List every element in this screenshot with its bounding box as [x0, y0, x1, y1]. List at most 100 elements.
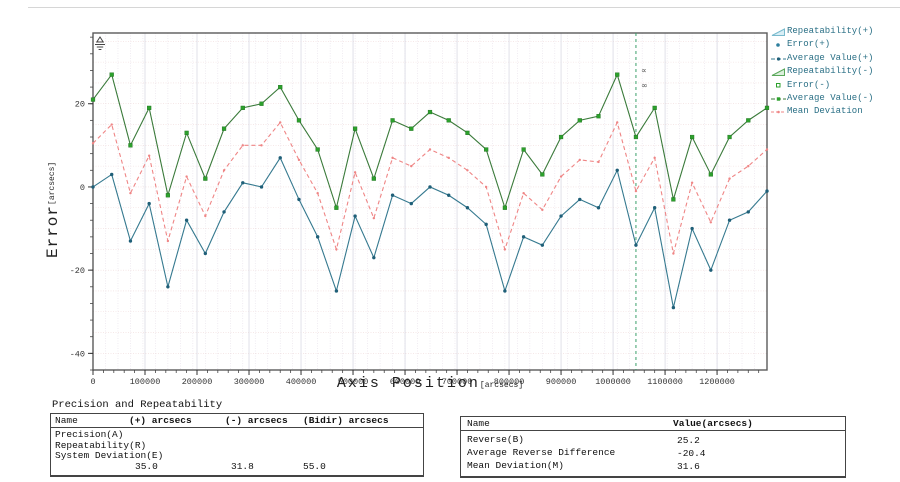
system-deviation-bidir-value: 55.0 — [303, 461, 326, 472]
data-point-marker — [747, 164, 750, 168]
data-point-marker — [128, 143, 133, 148]
data-point-marker — [410, 164, 413, 168]
ground-symbol-icon — [95, 36, 105, 50]
system-deviation-minus-value: 31.8 — [231, 461, 254, 472]
data-point-marker — [409, 201, 413, 206]
data-point-marker — [335, 248, 338, 251]
y-axis-label-text: Error — [44, 205, 62, 259]
legend-label: Repeatability(+) — [787, 26, 874, 36]
series-line — [92, 156, 768, 308]
data-point-marker — [540, 172, 545, 177]
data-point-marker — [296, 118, 302, 123]
precision-table-title: Precision and Repeatability — [52, 399, 223, 411]
data-point-marker — [184, 130, 189, 135]
data-point-marker — [447, 193, 451, 197]
data-point-marker — [615, 168, 619, 172]
x-axis-label: Axis Position[arcsecs] — [93, 374, 767, 392]
data-point-marker — [166, 285, 170, 289]
data-point-marker — [503, 248, 507, 251]
row-label-repeatability: Repeatability(R) — [55, 439, 147, 451]
data-point-marker — [559, 214, 563, 218]
data-point-marker — [634, 189, 638, 193]
data-point-marker — [521, 147, 526, 152]
data-point-marker — [91, 185, 95, 189]
x-tick-label: 1000000 — [595, 377, 631, 387]
row-label-system-deviation: System Deviation(E) — [55, 450, 164, 461]
data-point-marker — [90, 97, 96, 102]
data-point-marker — [428, 185, 432, 189]
data-point-marker — [558, 134, 564, 140]
data-point-marker — [221, 126, 227, 131]
data-point-marker — [728, 177, 731, 180]
reverse-value: 25.2 — [677, 435, 700, 446]
data-point-marker — [466, 169, 469, 172]
data-point-marker — [165, 193, 170, 198]
data-point-marker — [708, 172, 713, 177]
data-point-marker — [185, 175, 188, 178]
data-point-marker — [279, 121, 282, 124]
chart-area: 0 100000 200000 300000 400000 500000 600000 700… — [44, 26, 874, 392]
data-point-marker — [390, 193, 395, 197]
data-point-marker — [315, 235, 320, 239]
legend-label: Average Value(-) — [787, 93, 874, 104]
col-header-minus: (-) arcsecs — [225, 415, 288, 426]
data-point-marker — [652, 206, 657, 210]
data-point-marker — [465, 206, 470, 210]
data-point-marker — [502, 205, 507, 210]
x-tick-label: 1200000 — [699, 377, 735, 387]
precision-table-header: Name (+) arcsecs (-) arcsecs (Bidir) arc… — [51, 414, 423, 428]
series-mean-deviation — [91, 120, 769, 255]
legend-label: Error(-) — [787, 79, 831, 90]
data-point-marker — [746, 210, 750, 214]
x-tick-label: 400000 — [286, 377, 317, 387]
mean-deviation-icon — [770, 107, 787, 117]
data-point-marker — [746, 118, 751, 123]
data-point-marker — [577, 118, 582, 123]
y-tick-label: -40 — [70, 349, 85, 359]
data-point-marker — [690, 181, 694, 184]
legend-item: Mean Deviation — [770, 105, 873, 118]
data-point-marker — [109, 72, 114, 77]
x-tick-label: 800000 — [494, 377, 525, 387]
data-point-marker — [503, 289, 507, 293]
data-point-marker — [578, 158, 581, 162]
data-point-marker — [540, 243, 545, 247]
data-point-marker — [409, 126, 414, 131]
data-point-marker — [240, 105, 245, 110]
data-point-marker — [596, 206, 601, 210]
data-point-marker — [427, 109, 433, 115]
x-axis-unit: [arcsecs] — [479, 381, 524, 390]
data-point-marker — [764, 105, 770, 110]
reversal-marker-label: ∞ — [641, 81, 648, 90]
data-point-marker — [203, 176, 208, 181]
data-point-marker — [484, 185, 488, 189]
data-point-marker — [166, 239, 170, 243]
data-point-marker — [147, 105, 152, 110]
data-point-marker — [653, 156, 656, 160]
data-point-marker — [633, 134, 639, 140]
data-point-marker — [596, 114, 601, 119]
x-tick-label: 200000 — [182, 377, 213, 387]
data-point-marker — [297, 197, 301, 202]
data-point-marker — [615, 72, 620, 77]
y-tick-label: 0 — [80, 183, 85, 193]
error-plot: 0 100000 200000 300000 400000 500000 600000 700… — [70, 32, 770, 387]
data-point-marker — [597, 160, 600, 164]
x-tick-label: 700000 — [442, 377, 473, 387]
data-point-marker — [484, 147, 489, 152]
data-point-marker — [727, 218, 732, 222]
x-tick-label: 500000 — [338, 377, 369, 387]
repeatability-minus-icon — [770, 67, 787, 77]
data-point-marker — [671, 305, 676, 310]
col-header-value: Value(arcsecs) — [673, 418, 753, 429]
series-average-value-+- — [91, 156, 769, 310]
data-point-marker — [372, 216, 376, 220]
data-point-marker — [278, 156, 282, 160]
data-point-marker — [634, 243, 638, 247]
data-point-marker — [391, 156, 394, 160]
data-point-marker — [91, 142, 95, 145]
row-label-avg-reverse-difference: Average Reverse Difference — [467, 447, 616, 458]
data-point-marker — [446, 118, 451, 123]
col-header-bidir: (Bidir) arcsecs — [303, 415, 389, 426]
